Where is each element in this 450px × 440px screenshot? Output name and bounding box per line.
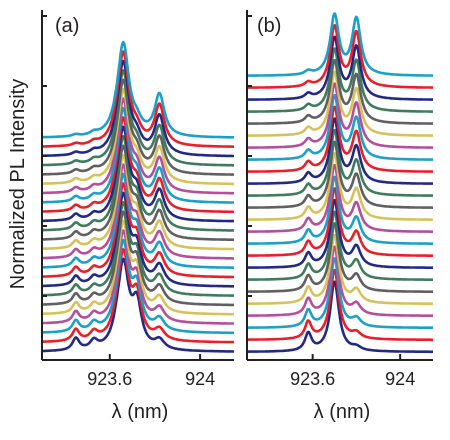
panel-a-xtick-label-0: 923.6	[87, 369, 132, 389]
y-axis-label: Normalized PL Intensity	[7, 79, 29, 289]
panel-b-trace-13	[246, 128, 434, 197]
panel-b-trace-15	[246, 105, 434, 173]
panel-a-trace-8	[41, 182, 235, 279]
panel-b-traces	[246, 12, 434, 354]
panel-b-trace-12	[246, 140, 434, 209]
panel-b-xtick-label-1: 924	[385, 369, 415, 389]
panel-a-axes	[41, 10, 234, 361]
panel-a-trace-14	[41, 125, 235, 223]
panel-a-trace-1	[41, 248, 235, 344]
panel-b-trace-23	[246, 12, 434, 77]
panel-a: (a) 923.6 924 λ (nm)	[41, 10, 235, 423]
panel-b-trace-18	[246, 70, 434, 137]
panel-a-xtick-label-1: 924	[185, 369, 215, 389]
panel-a-trace-2	[41, 238, 235, 335]
panel-b-trace-17	[246, 82, 434, 149]
panel-a-trace-13	[41, 135, 235, 232]
panel-a-traces	[41, 40, 235, 353]
panel-b-trace-8	[246, 187, 434, 257]
panel-b-label: (b)	[257, 15, 281, 37]
panel-a-trace-7	[41, 191, 235, 288]
panel-b-trace-16	[246, 93, 434, 161]
panel-a-trace-17	[41, 97, 235, 195]
panel-a-trace-9	[41, 172, 235, 269]
panel-b-trace-19	[246, 59, 434, 125]
panel-a-x-axis-label: λ (nm)	[112, 401, 169, 423]
panel-a-label: (a)	[55, 15, 79, 37]
panel-b-trace-9	[246, 175, 434, 245]
panel-b: (b) 923.6 924 λ (nm)	[246, 10, 434, 423]
panel-b-xtick-label-0: 923.6	[290, 369, 335, 389]
panel-b-trace-1	[246, 268, 434, 342]
panel-a-trace-23	[41, 40, 235, 139]
panel-a-trace-19	[41, 78, 235, 176]
panel-a-trace-11	[41, 153, 235, 251]
panel-b-x-axis-label: λ (nm)	[314, 401, 371, 423]
panel-a-trace-18	[41, 87, 235, 186]
panel-b-axes	[246, 10, 433, 361]
panel-a-trace-0	[41, 257, 235, 353]
panel-a-trace-5	[41, 210, 235, 307]
panel-b-trace-20	[246, 47, 434, 113]
panel-b-trace-21	[246, 35, 434, 101]
panel-b-trace-5	[246, 222, 434, 293]
panel-b-trace-22	[246, 24, 434, 89]
panel-b-trace-11	[246, 152, 434, 221]
panel-b-trace-3	[246, 245, 434, 317]
panel-a-trace-12	[41, 144, 235, 242]
panel-b-trace-6	[246, 210, 434, 281]
panel-a-trace-20	[41, 69, 235, 167]
panel-a-trace-3	[41, 229, 235, 325]
panel-a-trace-10	[41, 163, 235, 260]
panel-a-trace-6	[41, 201, 235, 297]
panel-a-trace-16	[41, 106, 235, 204]
panel-b-trace-2	[246, 257, 434, 330]
panel-a-trace-15	[41, 116, 235, 214]
panel-a-trace-21	[41, 59, 235, 158]
panel-b-trace-0	[246, 280, 434, 354]
panel-b-trace-10	[246, 163, 434, 233]
panel-a-trace-22	[41, 50, 235, 148]
panel-b-trace-7	[246, 198, 434, 269]
panel-a-trace-4	[41, 219, 235, 316]
panel-b-trace-4	[246, 233, 434, 305]
panel-b-trace-14	[246, 117, 434, 185]
